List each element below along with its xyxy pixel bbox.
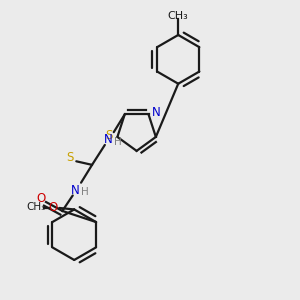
Text: N: N	[104, 133, 113, 146]
Text: N: N	[152, 106, 160, 119]
Text: CH₃: CH₃	[168, 11, 189, 21]
Text: O: O	[36, 192, 45, 205]
Text: H: H	[81, 188, 89, 197]
Text: O: O	[49, 201, 58, 214]
Text: S: S	[66, 151, 74, 164]
Text: H: H	[114, 137, 122, 147]
Text: S: S	[105, 129, 113, 142]
Text: CH₃: CH₃	[26, 202, 46, 212]
Text: N: N	[71, 184, 80, 196]
